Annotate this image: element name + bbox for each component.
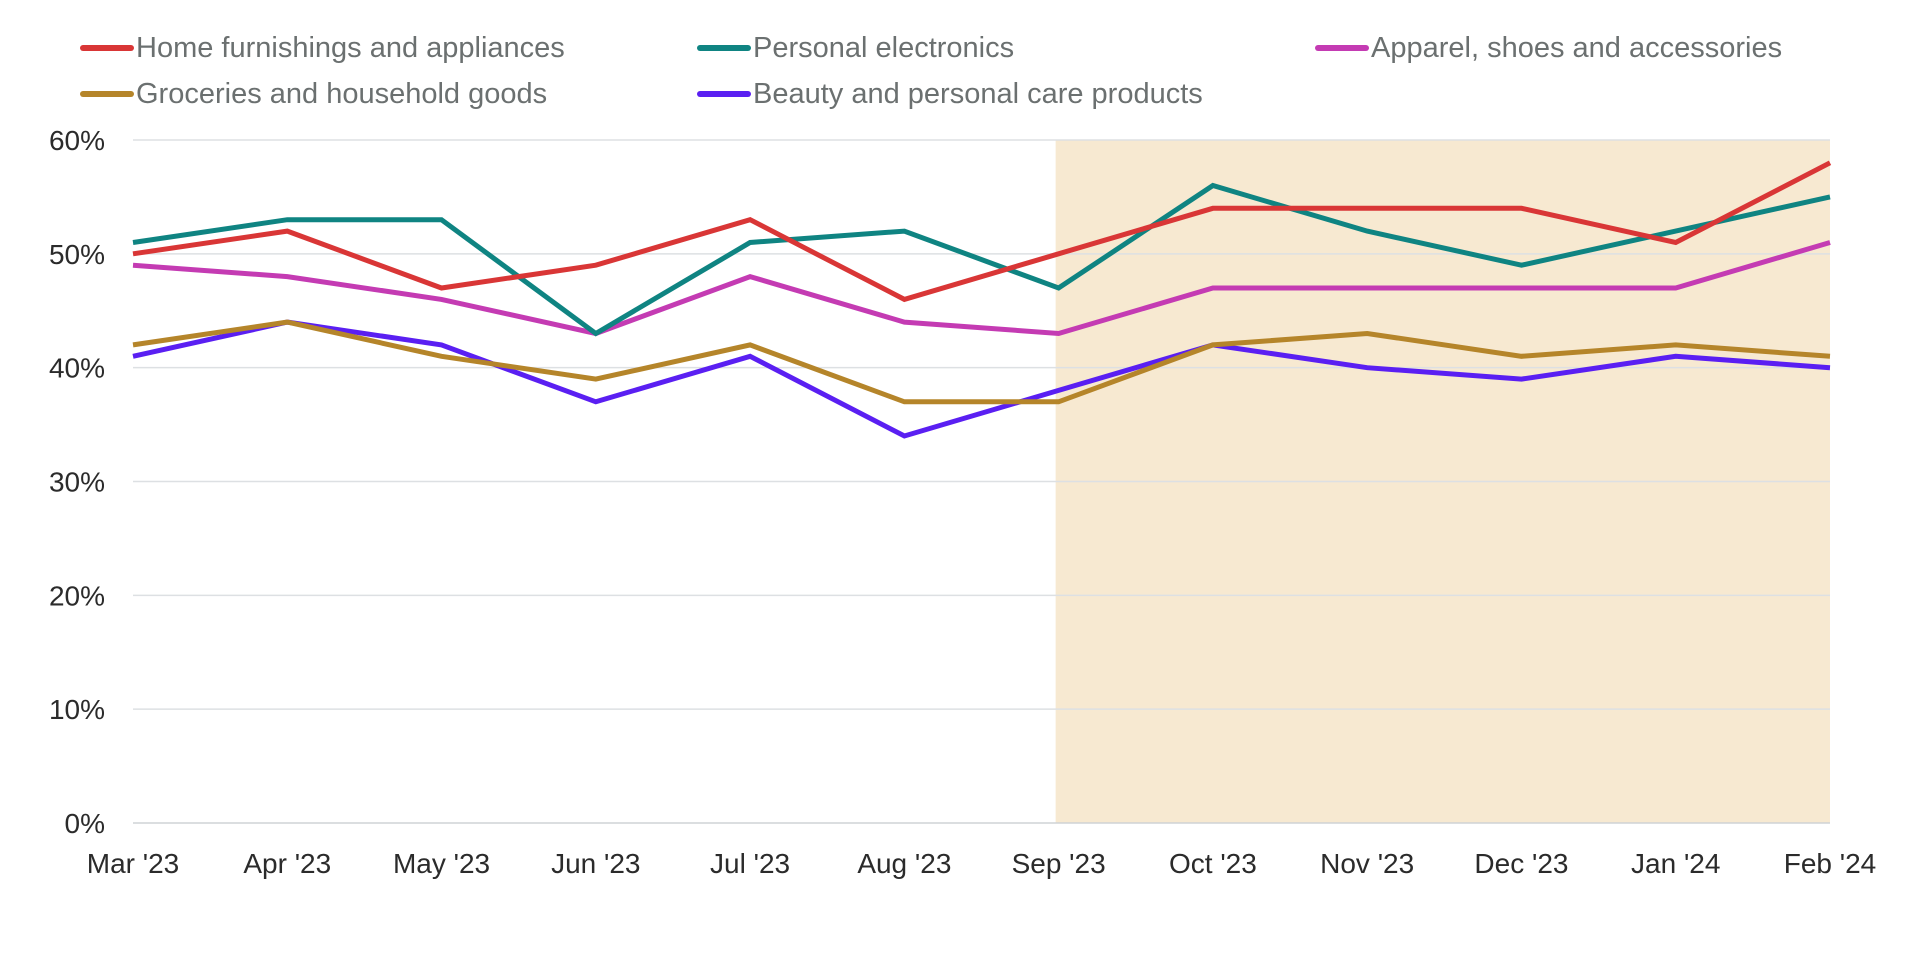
legend-item-home-furnishings: Home furnishings and appliances — [80, 28, 565, 68]
series-line-personal-electronics — [132, 182, 1831, 337]
legend-label: Apparel, shoes and accessories — [1371, 31, 1783, 64]
y-tick-label: 10% — [49, 694, 105, 725]
legend-label: Beauty and personal care products — [753, 77, 1203, 110]
x-tick-label: Nov '23 — [1320, 848, 1414, 879]
legend-swatch — [1315, 45, 1369, 51]
x-tick-label: Feb '24 — [1784, 848, 1877, 879]
series-line-groceries-and-household-goods — [132, 319, 1831, 405]
y-tick-label: 40% — [49, 353, 105, 384]
legend-item-apparel: Apparel, shoes and accessories — [1315, 28, 1782, 68]
x-tick-label: Aug '23 — [857, 848, 951, 879]
legend-swatch — [80, 45, 134, 51]
legend-label: Personal electronics — [753, 31, 1015, 64]
x-tick-label: Mar '23 — [87, 848, 180, 879]
y-tick-label: 0% — [65, 808, 105, 839]
legend-item-beauty: Beauty and personal care products — [697, 74, 1203, 114]
x-tick-label: Jun '23 — [551, 848, 640, 879]
legend-swatch — [697, 91, 751, 97]
series-line-beauty-and-personal-care-products — [132, 319, 1831, 439]
y-tick-label: 60% — [49, 125, 105, 156]
y-tick-label: 30% — [49, 467, 105, 498]
legend-swatch — [80, 91, 134, 97]
x-tick-label: Sep '23 — [1012, 848, 1106, 879]
series-line-home-furnishings-and-appliances — [132, 160, 1832, 303]
legend-item-personal-electronics: Personal electronics — [697, 28, 1014, 68]
legend-swatch — [697, 45, 751, 51]
legend-item-groceries: Groceries and household goods — [80, 74, 547, 114]
legend-label: Home furnishings and appliances — [136, 31, 565, 64]
x-tick-label: Dec '23 — [1474, 848, 1568, 879]
y-tick-label: 50% — [49, 239, 105, 270]
x-tick-label: Jan '24 — [1631, 848, 1720, 879]
x-tick-label: Oct '23 — [1169, 848, 1257, 879]
y-tick-label: 20% — [49, 580, 105, 611]
legend-label: Groceries and household goods — [136, 77, 548, 110]
x-tick-label: May '23 — [393, 848, 490, 879]
x-tick-label: Jul '23 — [710, 848, 790, 879]
legend: Home furnishings and appliances Personal… — [80, 28, 1860, 128]
x-tick-label: Apr '23 — [243, 848, 331, 879]
series-line-apparel-shoes-and-accessories — [132, 240, 1831, 337]
